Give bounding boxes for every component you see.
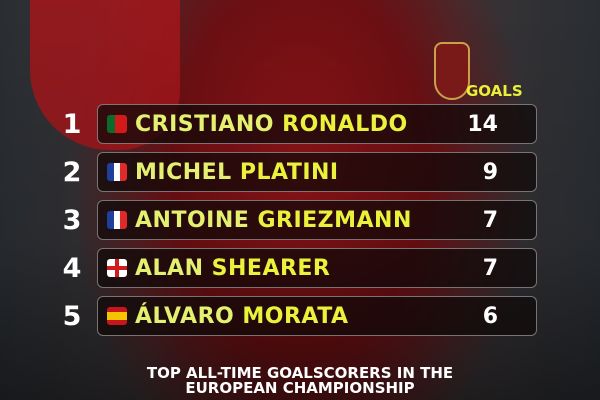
england-flag-icon: [107, 259, 127, 277]
goals-count: 6: [482, 303, 498, 329]
player-name: ÁLVARO MORATA: [135, 303, 349, 329]
ranking-row: 3 ANTOINE GRIEZMANN 7: [63, 200, 537, 240]
rank: 1: [62, 108, 82, 140]
goals-count: 9: [482, 159, 498, 185]
france-flag-icon: [107, 163, 127, 181]
portugal-crest-icon: [434, 42, 470, 100]
goals-count: 7: [482, 207, 498, 233]
rank: 5: [62, 300, 82, 332]
caption: TOP ALL-TIME GOALSCORERS IN THE EUROPEAN…: [0, 366, 600, 396]
portugal-flag-icon: [107, 115, 127, 133]
player-name: MICHEL PLATINI: [135, 159, 339, 185]
player-name: ALAN SHEARER: [135, 255, 331, 281]
player-name: CRISTIANO RONALDO: [135, 111, 408, 137]
ranking-row: 1 CRISTIANO RONALDO 14: [63, 104, 537, 144]
player-name: ANTOINE GRIEZMANN: [135, 207, 412, 233]
ranking-row: 4 ALAN SHEARER 7: [63, 248, 537, 288]
rank: 4: [62, 252, 82, 284]
goals-count: 7: [482, 255, 498, 281]
rank: 2: [62, 156, 82, 188]
ranking-row: 5 ÁLVARO MORATA 6: [63, 296, 537, 336]
goals-count: 14: [467, 111, 498, 137]
ranking-row: 2 MICHEL PLATINI 9: [63, 152, 537, 192]
goals-column-label: GOALS: [466, 82, 523, 100]
france-flag-icon: [107, 211, 127, 229]
spain-flag-icon: [107, 307, 127, 325]
rank: 3: [62, 204, 82, 236]
caption-line: EUROPEAN CHAMPIONSHIP: [185, 379, 415, 397]
caption-line: TOP ALL-TIME GOALSCORERS IN THE: [146, 364, 454, 382]
